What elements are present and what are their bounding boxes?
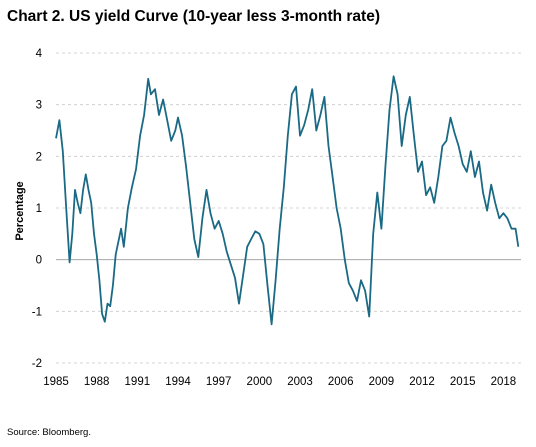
y-tick-label: -1 <box>32 306 42 318</box>
x-tick-label: 2015 <box>450 376 476 388</box>
y-axis-ticks: 4 3 2 1 0 -1 -2 <box>32 48 43 370</box>
y-tick-label: 0 <box>36 255 42 267</box>
x-axis-ticks: 1985 1988 1991 1994 1997 2000 2003 2006 2009 2012… <box>43 376 516 388</box>
source-note: Source: Bloomberg. <box>7 427 91 438</box>
x-tick-label: 1997 <box>206 376 232 388</box>
x-tick-label: 2018 <box>491 376 517 388</box>
y-tick-label: 2 <box>36 151 42 163</box>
x-tick-label: 2009 <box>369 376 395 388</box>
x-tick-label: 1988 <box>84 376 110 388</box>
y-tick-label: 4 <box>36 48 43 60</box>
x-tick-label: 2000 <box>247 376 273 388</box>
gridlines <box>56 52 521 364</box>
y-tick-label: 1 <box>36 203 42 215</box>
x-tick-label: 1991 <box>125 376 151 388</box>
x-tick-label: 2006 <box>328 376 354 388</box>
chart-title: Chart 2. US yield Curve (10-year less 3-… <box>7 8 380 25</box>
series-line <box>55 75 520 326</box>
y-axis-label: Percentage <box>14 181 26 240</box>
x-tick-label: 2003 <box>287 376 313 388</box>
x-tick-label: 1985 <box>43 376 69 388</box>
x-tick-label: 1994 <box>165 376 191 388</box>
y-tick-label: -2 <box>32 358 42 370</box>
series-layer <box>55 75 520 326</box>
x-tick-label: 2012 <box>409 376 435 388</box>
y-tick-label: 3 <box>36 100 42 112</box>
